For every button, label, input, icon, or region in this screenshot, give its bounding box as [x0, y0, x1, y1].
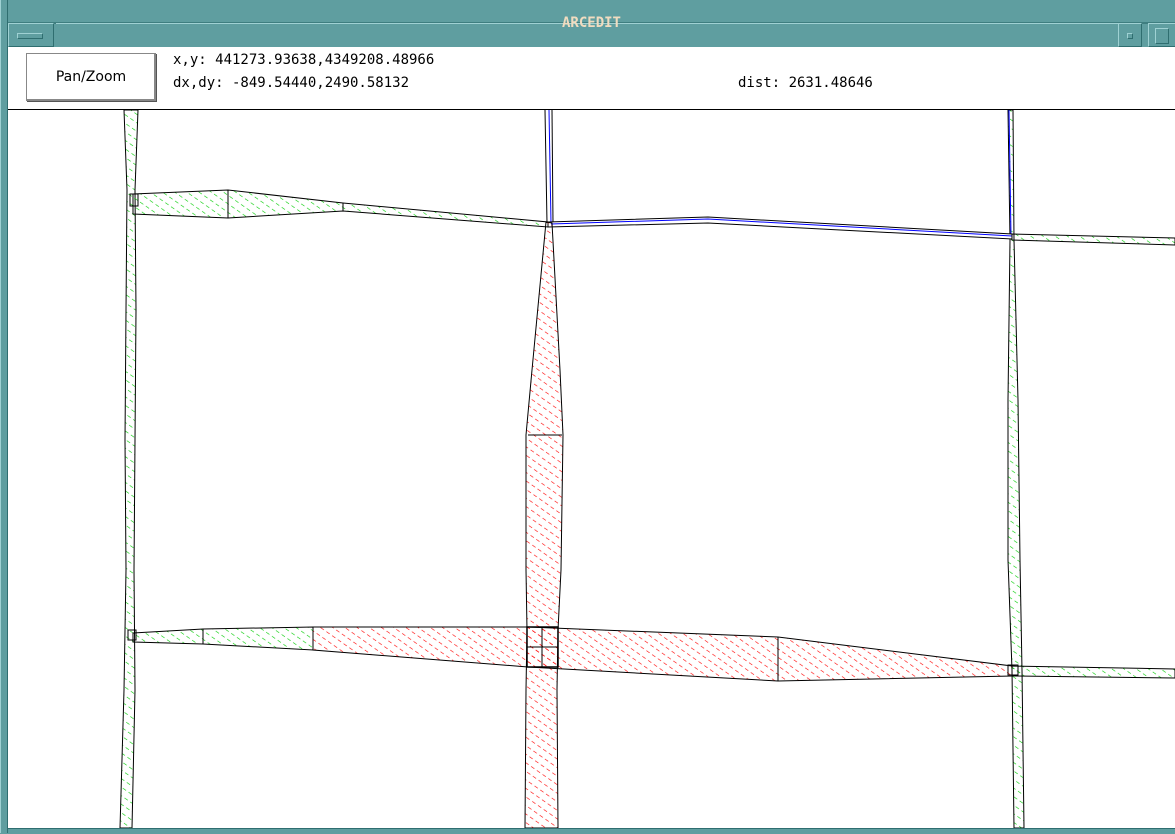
- right-vertical-road[interactable]: [1007, 110, 1025, 828]
- title-bar-drag-area[interactable]: [56, 23, 1124, 48]
- window-menu-button[interactable]: [8, 23, 54, 47]
- top-horizontal-road[interactable]: [129, 189, 1175, 246]
- minimize-button[interactable]: [1118, 23, 1142, 47]
- toolbar: Pan/Zoom x,y: 441273.93638,4349208.48966…: [8, 47, 1175, 110]
- distance-readout: dist: 2631.48646: [738, 75, 873, 91]
- xy-coordinate-readout: x,y: 441273.93638,4349208.48966: [173, 52, 435, 68]
- window-title: ARCEDIT: [561, 15, 621, 31]
- window-menu-icon: [17, 33, 43, 39]
- dxdy-readout: dx,dy: -849.54440,2490.58132: [173, 75, 410, 91]
- bottom-horizontal-road[interactable]: [127, 626, 1175, 682]
- window-left-border[interactable]: [0, 0, 8, 833]
- maximize-icon: [1155, 28, 1169, 44]
- middle-vertical-road-top[interactable]: [544, 110, 554, 224]
- window-bottom-border[interactable]: [8, 828, 1175, 834]
- minimize-icon: [1127, 33, 1133, 39]
- maximize-button[interactable]: [1148, 23, 1175, 47]
- map-canvas[interactable]: [8, 110, 1175, 828]
- selected-vertical-road[interactable]: [524, 221, 564, 828]
- title-bar[interactable]: ARCEDIT: [8, 0, 1175, 48]
- left-vertical-road[interactable]: [119, 110, 139, 828]
- map-drawing[interactable]: [8, 110, 1175, 828]
- pan-zoom-button[interactable]: Pan/Zoom: [26, 53, 156, 101]
